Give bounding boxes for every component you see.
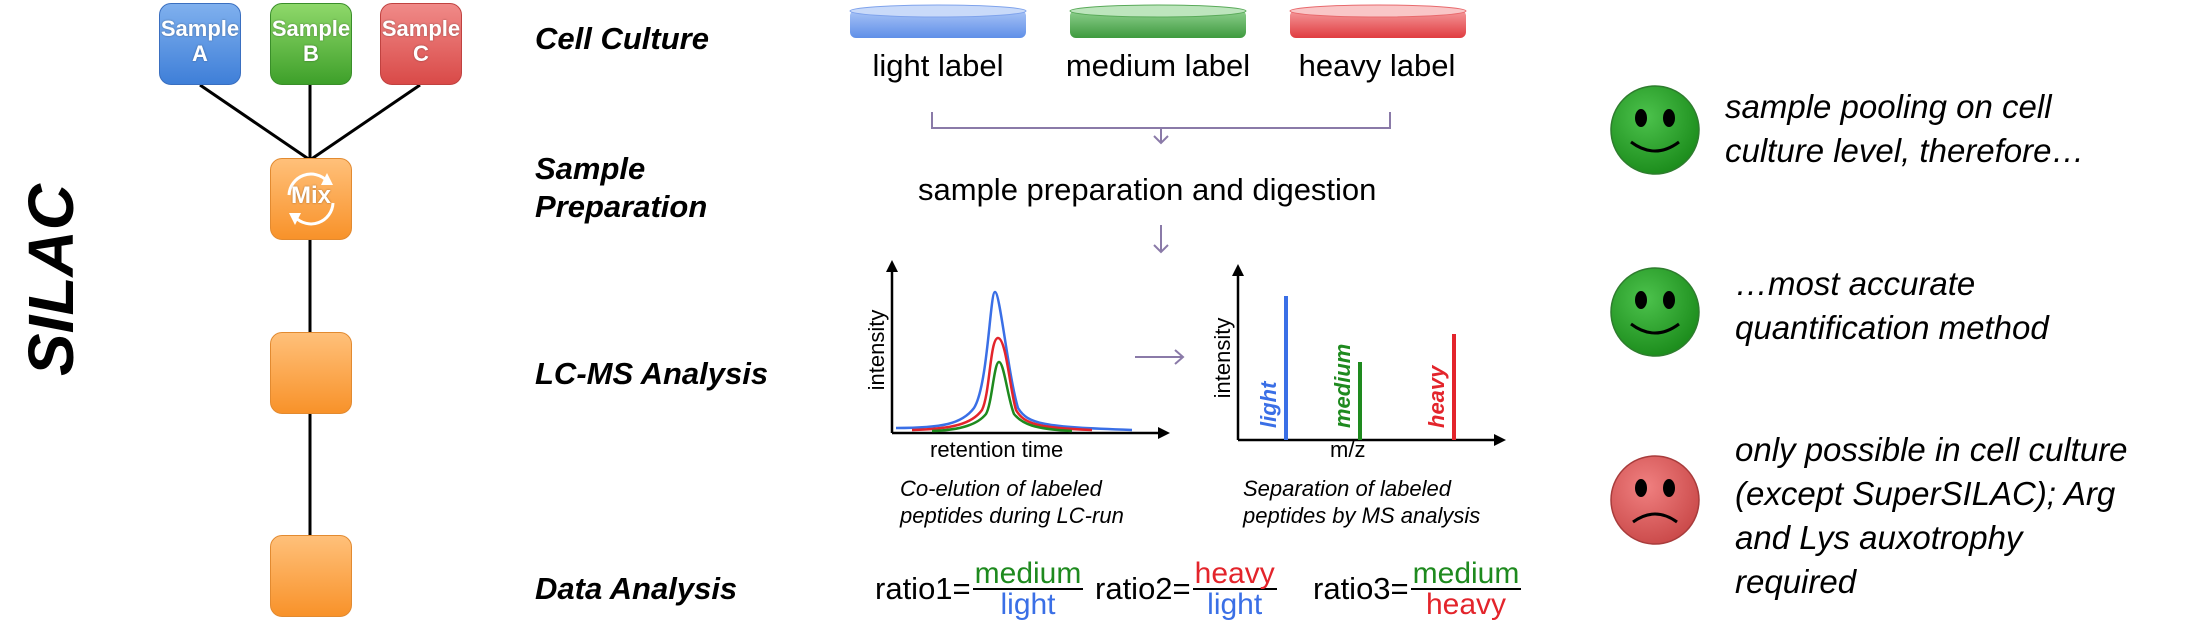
ratio-3-fraction: medium heavy (1410, 557, 1522, 621)
dish-medium (1069, 4, 1247, 38)
sample-a-line1: Sample (160, 16, 240, 41)
stage-sample-preparation-line1: Sample (535, 151, 646, 186)
ms-ylabel: intensity (1210, 318, 1235, 399)
pro-1-line1: sample pooling on cell (1725, 88, 2052, 125)
sample-a-line2: A (192, 41, 208, 66)
ratio-2-numerator: heavy (1192, 557, 1277, 590)
pro-2-text: …most accurate quantification method (1735, 262, 2049, 350)
stage-cell-culture: Cell Culture (535, 21, 709, 56)
ratio-1-numerator: medium (972, 557, 1084, 590)
pro-2-line1: …most accurate (1735, 265, 1976, 302)
con-1-line1: only possible in cell culture (1735, 431, 2128, 468)
lc-trace-heavy (911, 336, 1093, 432)
pro-1-line2: culture level, therefore… (1725, 132, 2085, 169)
lc-caption-line1: Co-elution of labeled (900, 476, 1102, 501)
workflow-connectors (199, 83, 421, 535)
con-1-line4: required (1735, 563, 1857, 600)
silac-title: SILAC (15, 183, 87, 376)
ms-caption: Separation of labeled peptides by MS ana… (1243, 475, 1480, 529)
culture-dishes (849, 4, 1467, 38)
lc-ylabel: intensity (864, 310, 889, 391)
mix-box: Mix (270, 158, 352, 240)
ratio-3-denominator: heavy (1425, 588, 1507, 621)
pro-1-text: sample pooling on cell culture level, th… (1725, 85, 2085, 173)
data-process-box (270, 535, 352, 617)
ms-peak-heavy-label: heavy (1424, 364, 1449, 428)
happy-face-icon (1610, 85, 1700, 175)
mix-label: Mix (290, 182, 331, 209)
pooling-bracket (931, 112, 1391, 254)
sample-b-line2: B (303, 41, 319, 66)
sad-face-icon (1610, 455, 1700, 545)
lc-trace-medium (931, 360, 1073, 433)
lc-trace-light (895, 290, 1133, 432)
silac-title-svg: SILAC (15, 183, 87, 376)
ratio-2-fraction: heavy light (1192, 557, 1277, 621)
dish-light (849, 4, 1027, 38)
lc-caption: Co-elution of labeled peptides during LC… (900, 475, 1124, 529)
ratio-2-denominator: light (1207, 588, 1263, 621)
dish-heavy-label: heavy label (1298, 48, 1456, 83)
ratio-3: ratio3= medium heavy (1313, 557, 1522, 621)
ms-peak-light-label: light (1256, 380, 1281, 428)
ratio-1: ratio1= medium light (875, 557, 1084, 621)
ratio-3-prefix: ratio3= (1313, 571, 1409, 606)
prep-text: sample preparation and digestion (918, 172, 1377, 207)
ratio-1-fraction: medium light (972, 557, 1084, 621)
dish-light-label: light label (872, 48, 1004, 83)
pro-2-line2: quantification method (1735, 309, 2049, 346)
ratio-1-denominator: light (1000, 588, 1056, 621)
lcms-process-box (270, 332, 352, 414)
ms-xlabel: m/z (1330, 437, 1366, 462)
sample-b-box: Sample B (270, 3, 352, 85)
ms-plot: intensity light medium heavy (1210, 264, 1506, 446)
silac-title-container: SILAC (8, 150, 98, 410)
ratio-2: ratio2= heavy light (1095, 557, 1277, 621)
ms-caption-line2: peptides by MS analysis (1243, 503, 1481, 528)
lc-caption-line2: peptides during LC-run (900, 503, 1124, 528)
sample-a-box: Sample A (159, 3, 241, 85)
stage-sample-preparation: Sample Preparation (535, 150, 707, 226)
ms-peak-medium-label: medium (1330, 344, 1355, 428)
lc-xlabel: retention time (930, 437, 1064, 462)
stage-lcms-analysis: LC-MS Analysis (535, 356, 769, 391)
stage-sample-preparation-line2: Preparation (535, 189, 708, 224)
stage-data-analysis: Data Analysis (535, 571, 738, 606)
lc-to-ms-arrow (1135, 349, 1185, 365)
ms-caption-line1: Separation of labeled (1243, 476, 1451, 501)
happy-face-icon-2 (1610, 267, 1700, 357)
dish-medium-label: medium label (1065, 48, 1251, 83)
sample-c-line2: C (413, 41, 429, 66)
mix-cycle-icon (287, 172, 335, 226)
sample-c-line1: Sample (381, 16, 461, 41)
sample-b-line1: Sample (271, 16, 351, 41)
sample-c-box: Sample C (380, 3, 462, 85)
con-1-line3: and Lys auxotrophy (1735, 519, 2023, 556)
ratio-2-prefix: ratio2= (1095, 571, 1191, 606)
dish-red (1289, 4, 1467, 38)
ratio-3-numerator: medium (1410, 557, 1522, 590)
con-1-text: only possible in cell culture (except Su… (1735, 428, 2128, 604)
con-1-line2: (except SuperSILAC); Arg (1735, 475, 2116, 512)
ratio-1-prefix: ratio1= (875, 571, 971, 606)
lc-plot: intensity (864, 260, 1170, 439)
